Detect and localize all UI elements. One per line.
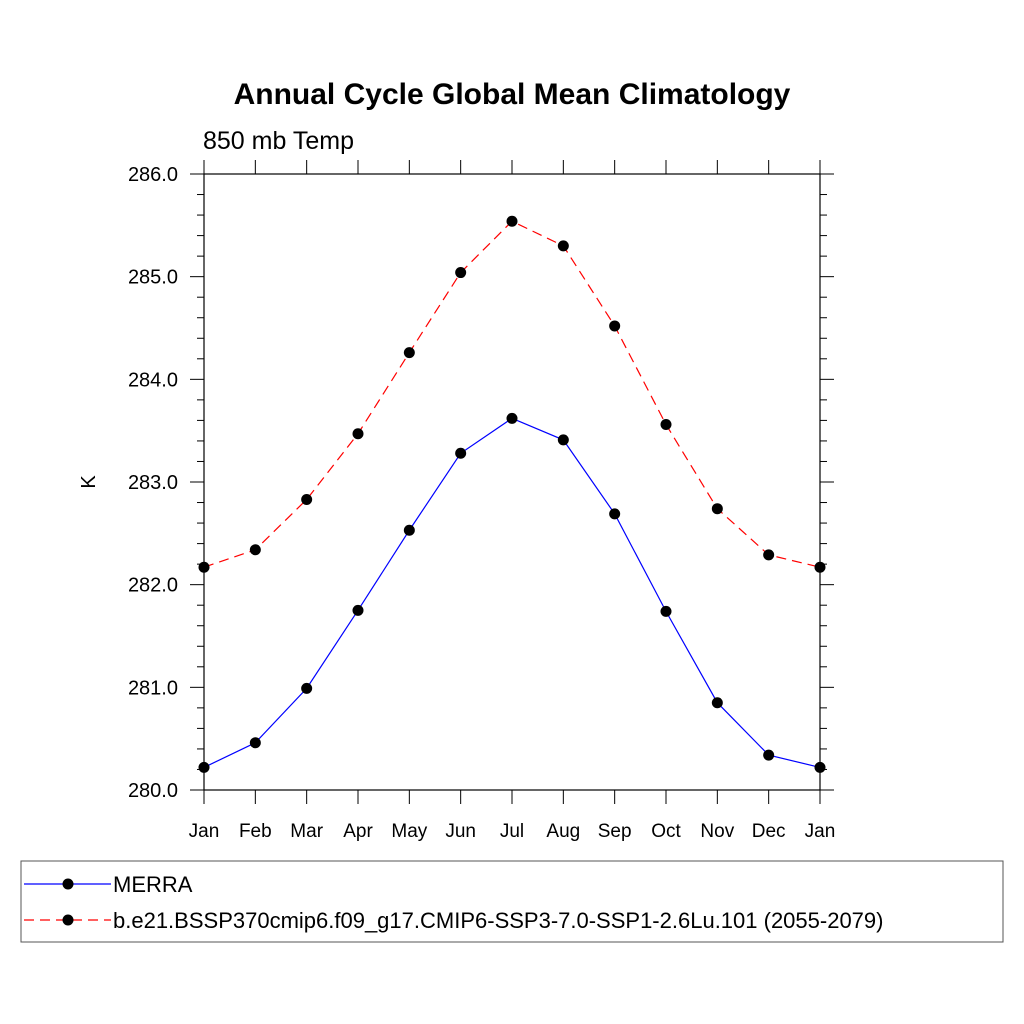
legend-label-2: b.e21.BSSP370cmip6.f09_g17.CMIP6-SSP3-7.… <box>113 908 883 933</box>
chart-subtitle: 850 mb Temp <box>203 127 354 155</box>
legend: MERRA b.e21.BSSP370cmip6.f09_g17.CMIP6-SS… <box>20 860 1004 943</box>
x-tick-label: Jan <box>189 821 220 842</box>
plot-frame <box>203 173 821 791</box>
series-1-point <box>557 434 569 446</box>
y-tick-label: 281.0 <box>128 677 178 699</box>
legend-label-1: MERRA <box>113 872 193 897</box>
series-2-point <box>506 215 518 227</box>
series-1-point <box>301 682 313 694</box>
series-2-point <box>301 493 313 505</box>
series-1-point <box>249 737 261 749</box>
x-tick-label: Nov <box>700 821 734 842</box>
chart-title: Annual Cycle Global Mean Climatology <box>234 78 791 111</box>
y-tick-label: 285.0 <box>128 267 178 289</box>
series-line-1 <box>203 417 821 768</box>
x-tick-label: Sep <box>598 821 632 842</box>
series-1-point <box>198 761 210 773</box>
x-tick-label: Aug <box>546 821 580 842</box>
series-1-point <box>814 761 826 773</box>
series-1-point <box>455 447 467 459</box>
y-tick-label: 280.0 <box>128 780 178 802</box>
series-2-point <box>660 419 672 431</box>
x-tick-label: Feb <box>239 821 272 842</box>
series-2-point <box>403 347 415 359</box>
legend-marker-1 <box>62 878 74 890</box>
x-tick-label: Jun <box>445 821 476 842</box>
series-1-point <box>609 508 621 520</box>
series-1-point <box>403 524 415 536</box>
x-tick-label: Jul <box>500 821 524 842</box>
y-tick-label: 282.0 <box>128 575 178 597</box>
x-tick-label: Dec <box>752 821 786 842</box>
series-2-point <box>352 428 364 440</box>
plot-area: 280.0 281.0 282.0 283.0 284.0 285.0 286.0 Jan Fe… <box>128 160 835 842</box>
y-tick-label: 286.0 <box>128 164 178 186</box>
series-1-point <box>506 412 518 424</box>
x-tick-label: May <box>391 821 427 842</box>
series-2-point <box>814 561 826 573</box>
series-1-point <box>711 697 723 709</box>
x-tick-label: Apr <box>343 821 373 842</box>
legend-frame <box>20 860 1004 943</box>
series-2-point <box>249 544 261 556</box>
series-1-point <box>660 605 672 617</box>
series-2-point <box>557 240 569 252</box>
series-2-point <box>711 503 723 515</box>
series-line-2 <box>203 220 821 568</box>
x-tick-label: Oct <box>651 821 681 842</box>
y-tick-label: 283.0 <box>128 472 178 494</box>
x-tick-label: Mar <box>290 821 323 842</box>
series-1-point <box>763 749 775 761</box>
series-2-point <box>763 549 775 561</box>
legend-marker-2 <box>62 914 74 926</box>
x-tick-label: Jan <box>805 821 836 842</box>
y-tick-label: 284.0 <box>128 369 178 391</box>
series-2-point <box>609 320 621 332</box>
series-1-point <box>352 604 364 616</box>
series-2-point <box>455 267 467 279</box>
series-2-point <box>198 561 210 573</box>
y-axis-label: K <box>78 475 100 489</box>
